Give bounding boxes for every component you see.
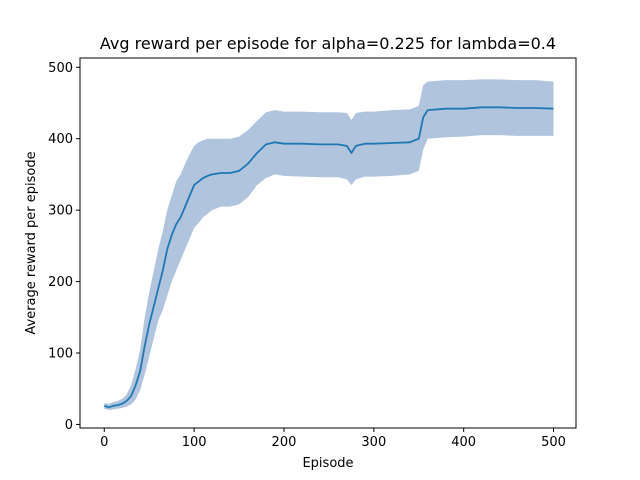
- y-tick-label: 400: [48, 132, 73, 147]
- x-axis-label: Episode: [302, 456, 353, 471]
- confidence-band: [104, 79, 554, 411]
- axes-frame: [79, 57, 577, 429]
- x-tick-label: 200: [272, 435, 297, 450]
- y-tick-label: 300: [48, 204, 73, 219]
- x-tick-label: 100: [182, 435, 207, 450]
- y-tick-label: 0: [65, 418, 73, 433]
- y-tick-label: 500: [48, 61, 73, 76]
- plot-area: [104, 79, 554, 411]
- y-axis: 0 100 200 300 400 500: [48, 61, 80, 433]
- y-tick-label: 100: [48, 347, 73, 362]
- x-tick-label: 300: [361, 435, 386, 450]
- y-axis-label: Average reward per episode: [24, 151, 39, 334]
- x-tick-label: 400: [451, 435, 476, 450]
- x-axis: 0 100 200 300 400 500: [100, 428, 566, 450]
- y-tick-label: 200: [48, 275, 73, 290]
- x-tick-label: 0: [100, 435, 108, 450]
- chart-title: Avg reward per episode for alpha=0.225 f…: [100, 34, 556, 53]
- series-line: [104, 106, 554, 409]
- x-tick-label: 500: [541, 435, 566, 450]
